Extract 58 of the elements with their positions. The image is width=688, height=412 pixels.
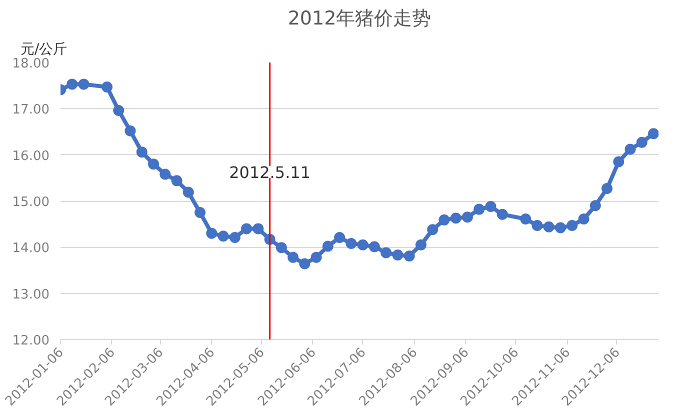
- point: [415, 239, 426, 250]
- point: [438, 214, 450, 226]
- point: [554, 222, 566, 234]
- point: [624, 144, 636, 155]
- point: [648, 128, 658, 140]
- point: [113, 105, 124, 116]
- point: [496, 208, 508, 220]
- y-tick-label: 14.00: [12, 241, 50, 256]
- annotation: 2012.5.11: [229, 162, 311, 182]
- y-axis-title: 元/公斤: [20, 42, 68, 58]
- point: [566, 220, 578, 231]
- point: [102, 81, 113, 92]
- point: [182, 186, 194, 198]
- y-tick-label: 16.00: [12, 148, 50, 164]
- chart-title: 2012年猪价走势: [288, 8, 432, 30]
- point: [427, 224, 438, 236]
- point: [462, 212, 473, 223]
- point: [78, 78, 90, 90]
- point: [636, 136, 648, 148]
- point: [288, 252, 299, 263]
- point: [160, 168, 171, 180]
- point: [310, 252, 322, 263]
- point: [450, 212, 462, 224]
- point: [136, 146, 148, 158]
- point: [392, 250, 404, 261]
- point: [613, 156, 624, 168]
- point: [229, 232, 240, 243]
- point: [194, 207, 206, 218]
- point: [299, 258, 310, 270]
- point: [368, 241, 380, 252]
- point: [276, 242, 287, 254]
- point: [252, 223, 264, 234]
- point: [543, 221, 554, 232]
- point: [602, 183, 613, 194]
- y-tick-label: 13.00: [12, 287, 50, 302]
- point: [171, 175, 182, 186]
- point: [485, 201, 496, 212]
- point: [206, 228, 218, 239]
- point: [380, 247, 392, 258]
- point: [578, 214, 590, 224]
- y-tick-label: 15.00: [12, 195, 50, 210]
- point: [148, 158, 160, 170]
- point: [520, 214, 532, 224]
- point: [357, 239, 368, 250]
- point: [334, 232, 346, 243]
- y-tick-label: 12.00: [12, 334, 50, 348]
- y-tick-label: 17.00: [12, 102, 50, 118]
- point: [218, 230, 229, 242]
- point: [241, 223, 252, 234]
- point: [66, 78, 78, 90]
- point: [474, 204, 485, 215]
- point: [532, 220, 543, 231]
- point: [404, 250, 415, 262]
- point: [124, 125, 136, 136]
- y-tick-label: 18.00: [12, 56, 50, 72]
- point: [322, 240, 334, 252]
- point: [590, 200, 601, 212]
- point: [346, 238, 357, 249]
